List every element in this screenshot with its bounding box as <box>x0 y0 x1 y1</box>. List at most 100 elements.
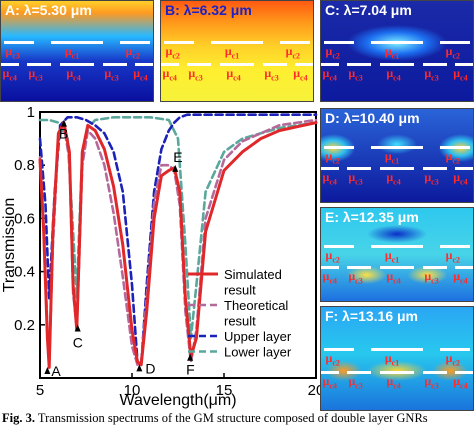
lower-graphene-strip <box>321 167 340 170</box>
annotation-label: E <box>173 149 182 165</box>
mu-label: μc4 <box>133 66 148 83</box>
lower-graphene-strip <box>26 63 52 66</box>
field-panel-b: B: λ=6.32 μm μc2 μc1 μc2 μc4 μc3 μc4 μc3 μc4 <box>160 0 314 102</box>
y-axis-label: Transmission <box>1 198 18 293</box>
mu-label: μc1 <box>64 44 80 61</box>
lower-graphene-strip <box>321 266 340 269</box>
panel-label-f: F: λ=13.16 μm <box>325 308 419 324</box>
transmission-chart: 5 10 15 20 0.2 0.4 0.6 0.8 1 Wavelength(μm) Transm… <box>1 104 320 409</box>
lower-graphene-strip <box>220 63 254 66</box>
panel-label-e: E: λ=12.35 μm <box>325 209 419 225</box>
upper-graphene-strip <box>439 348 470 351</box>
lower-graphene-strip <box>380 266 414 269</box>
lower-graphene-strip <box>321 371 340 374</box>
mu-label: μc4 <box>322 374 337 391</box>
mu-label: μc3 <box>424 66 439 83</box>
lower-graphene-strip <box>102 63 128 66</box>
annotation-marker <box>74 324 81 332</box>
annotation-marker <box>172 164 179 172</box>
x-axis-label: Wavelength(μm) <box>119 392 236 409</box>
legend-entry: result <box>224 314 256 329</box>
annotation-label: D <box>145 360 155 376</box>
legend-entry: Simulated <box>224 267 282 282</box>
mu-label: μc3 <box>188 66 203 83</box>
field-panel-f: F: λ=13.16 μm μc2 μc1 μc2 μc4 μc3 μc4 μc3 μc4 <box>320 306 474 411</box>
annotation-marker <box>136 364 143 372</box>
mu-label: μc3 <box>5 44 20 61</box>
mu-label: μc4 <box>453 374 468 391</box>
mu-label: μc4 <box>66 66 81 83</box>
lower-graphene-strip <box>454 63 473 66</box>
mu-label: μc4 <box>386 66 401 83</box>
x-tick-label: 20 <box>308 382 320 399</box>
upper-graphene-strip <box>371 41 423 44</box>
y-tick-label: 0.8 <box>14 157 35 174</box>
lower-graphene-strip <box>60 63 94 66</box>
lower-graphene-strip <box>1 63 20 66</box>
y-tick-label: 1 <box>27 104 35 121</box>
mu-label: μc2 <box>445 149 460 166</box>
x-tick-label: 10 <box>124 382 141 399</box>
mu-label: μc3 <box>348 66 363 83</box>
annotation-label: B <box>59 126 68 142</box>
mu-label: μc3 <box>28 66 43 83</box>
upper-graphene-strip <box>371 348 423 351</box>
lower-graphene-strip <box>422 167 448 170</box>
mu-label: μc4 <box>293 66 308 83</box>
panel-label-c: C: λ=7.04 μm <box>325 2 412 18</box>
mu-label: μc1 <box>384 248 400 265</box>
lower-graphene-strip <box>186 63 212 66</box>
mu-label: μc4 <box>2 66 17 83</box>
upper-graphene-strip <box>324 146 355 149</box>
lower-graphene-strip <box>346 63 372 66</box>
mu-label: μc4 <box>453 170 468 187</box>
caption-prefix: Fig. 3. <box>2 411 35 425</box>
mu-label: μc3 <box>424 269 439 286</box>
annotation-marker <box>44 367 51 375</box>
legend-entry: Upper layer <box>224 329 292 344</box>
upper-graphene-strip <box>324 245 355 248</box>
upper-graphene-strip <box>211 41 263 44</box>
lower-graphene-strip <box>454 167 473 170</box>
field-panel-e: E: λ=12.35 μm μc2 μc1 μc2 μc4 μc3 μc4 μc3 μc4 <box>320 207 474 302</box>
mu-label: μc2 <box>325 149 340 166</box>
mu-label: μc4 <box>386 374 401 391</box>
lower-graphene-strip <box>422 371 448 374</box>
lower-graphene-strip <box>380 63 414 66</box>
mu-label: μc3 <box>104 66 119 83</box>
lower-graphene-strip <box>346 167 372 170</box>
mu-label: μc2 <box>325 44 340 61</box>
upper-graphene-strip <box>371 245 423 248</box>
panel-label-d: D: λ=10.40 μm <box>325 110 420 126</box>
y-tick-label: 0.4 <box>14 264 35 281</box>
mu-label: μc4 <box>226 66 241 83</box>
y-tick-label: 0.6 <box>14 210 35 227</box>
mu-label: μc1 <box>384 44 400 61</box>
mu-label: μc2 <box>445 248 460 265</box>
mu-label: μc1 <box>384 351 400 368</box>
mu-label: μc3 <box>348 269 363 286</box>
upper-graphene-strip <box>164 41 195 44</box>
lower-graphene-strip <box>294 63 313 66</box>
y-tick-label: 0.2 <box>14 317 35 334</box>
lower-graphene-strip <box>454 266 473 269</box>
mu-label: μc3 <box>348 374 363 391</box>
field-panel-c: C: λ=7.04 μm μc2 μc1 μc2 μc4 μc3 μc4 μc3 μc4 <box>320 0 474 102</box>
annotation-label: C <box>73 334 83 350</box>
x-tick-label: 15 <box>216 382 233 399</box>
mu-label: μc2 <box>285 44 300 61</box>
upper-graphene-strip <box>279 41 310 44</box>
legend-entry: Theoretical <box>224 298 288 313</box>
lower-graphene-strip <box>380 371 414 374</box>
mu-label: μc4 <box>453 269 468 286</box>
upper-graphene-strip <box>439 146 470 149</box>
mu-label: μc2 <box>325 248 340 265</box>
upper-graphene-strip <box>119 41 150 44</box>
lower-graphene-strip <box>346 266 372 269</box>
mu-label: μc2 <box>165 44 180 61</box>
mu-label: μc3 <box>264 66 279 83</box>
mu-label: μc4 <box>322 66 337 83</box>
panel-label-a: A: λ=5.30 μm <box>5 2 92 18</box>
lower-graphene-strip <box>454 371 473 374</box>
lower-graphene-strip <box>380 167 414 170</box>
